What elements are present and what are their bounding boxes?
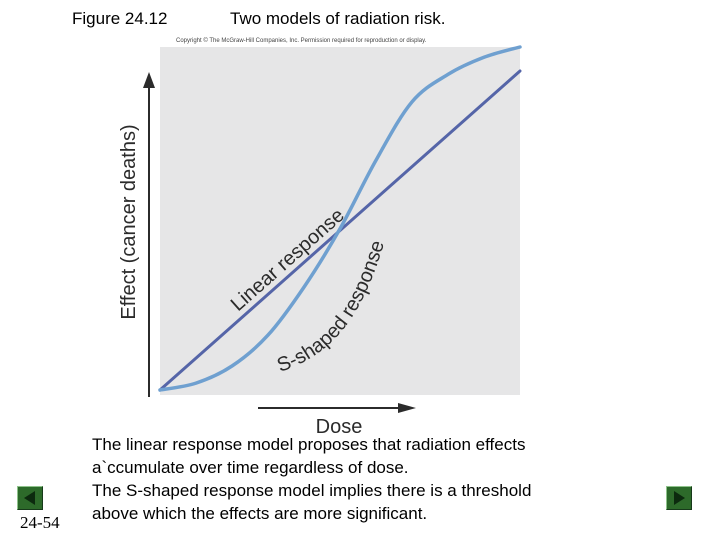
x-axis-arrowhead — [398, 403, 416, 413]
caption-line: a`ccumulate over time regardless of dose… — [92, 458, 409, 477]
figure-title: Two models of radiation risk. — [230, 9, 446, 28]
s-shaped-response-curve — [158, 45, 522, 392]
next-slide-button[interactable] — [666, 486, 692, 510]
y-axis-arrowhead — [143, 72, 155, 88]
caption-line: The linear response model proposes that … — [92, 435, 526, 454]
slide-number: 24-54 — [20, 513, 60, 532]
caption: The linear response model proposes that … — [92, 433, 652, 525]
previous-slide-button[interactable] — [17, 486, 43, 510]
caption-line: The S-shaped response model implies ther… — [92, 481, 532, 500]
figure-label: Figure 24.12 — [72, 9, 168, 28]
y-axis-label: Effect (cancer deaths) — [118, 124, 140, 319]
x-axis-label: Dose — [316, 416, 363, 438]
triangle-right-icon — [674, 491, 685, 505]
copyright-notice: Copyright © The McGraw-Hill Companies, I… — [176, 38, 427, 44]
caption-line: above which the effects are more signifi… — [92, 504, 428, 523]
triangle-left-icon — [24, 491, 35, 505]
